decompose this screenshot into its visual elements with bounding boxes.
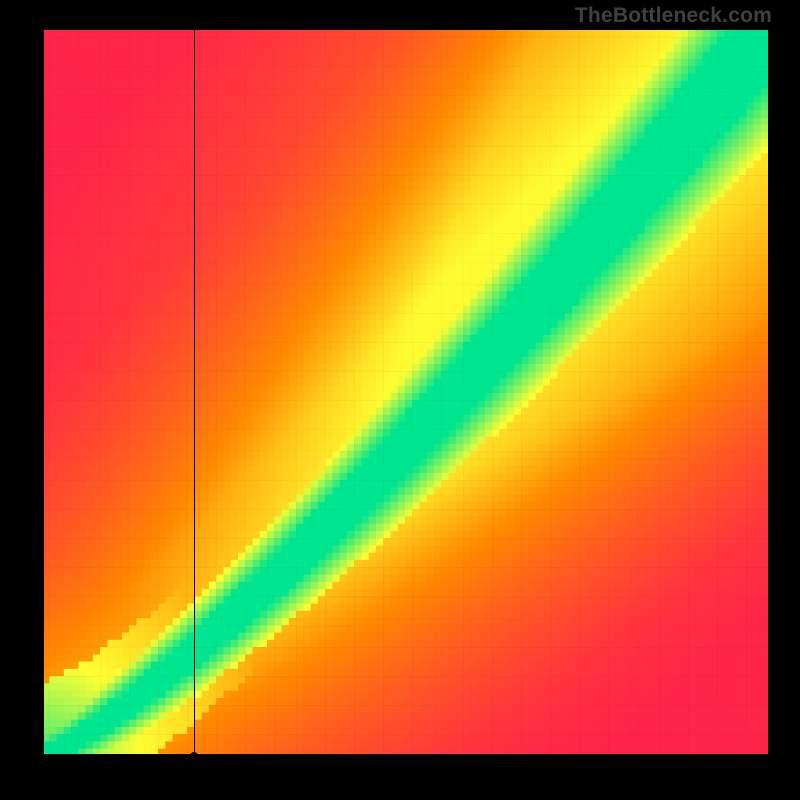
marker-dot — [190, 752, 198, 760]
heatmap-canvas — [42, 30, 768, 756]
y-axis — [42, 30, 44, 756]
watermark-text: TheBottleneck.com — [575, 4, 772, 28]
marker-vertical-line — [194, 30, 195, 756]
x-axis — [42, 754, 768, 756]
heatmap-plot — [42, 30, 768, 756]
